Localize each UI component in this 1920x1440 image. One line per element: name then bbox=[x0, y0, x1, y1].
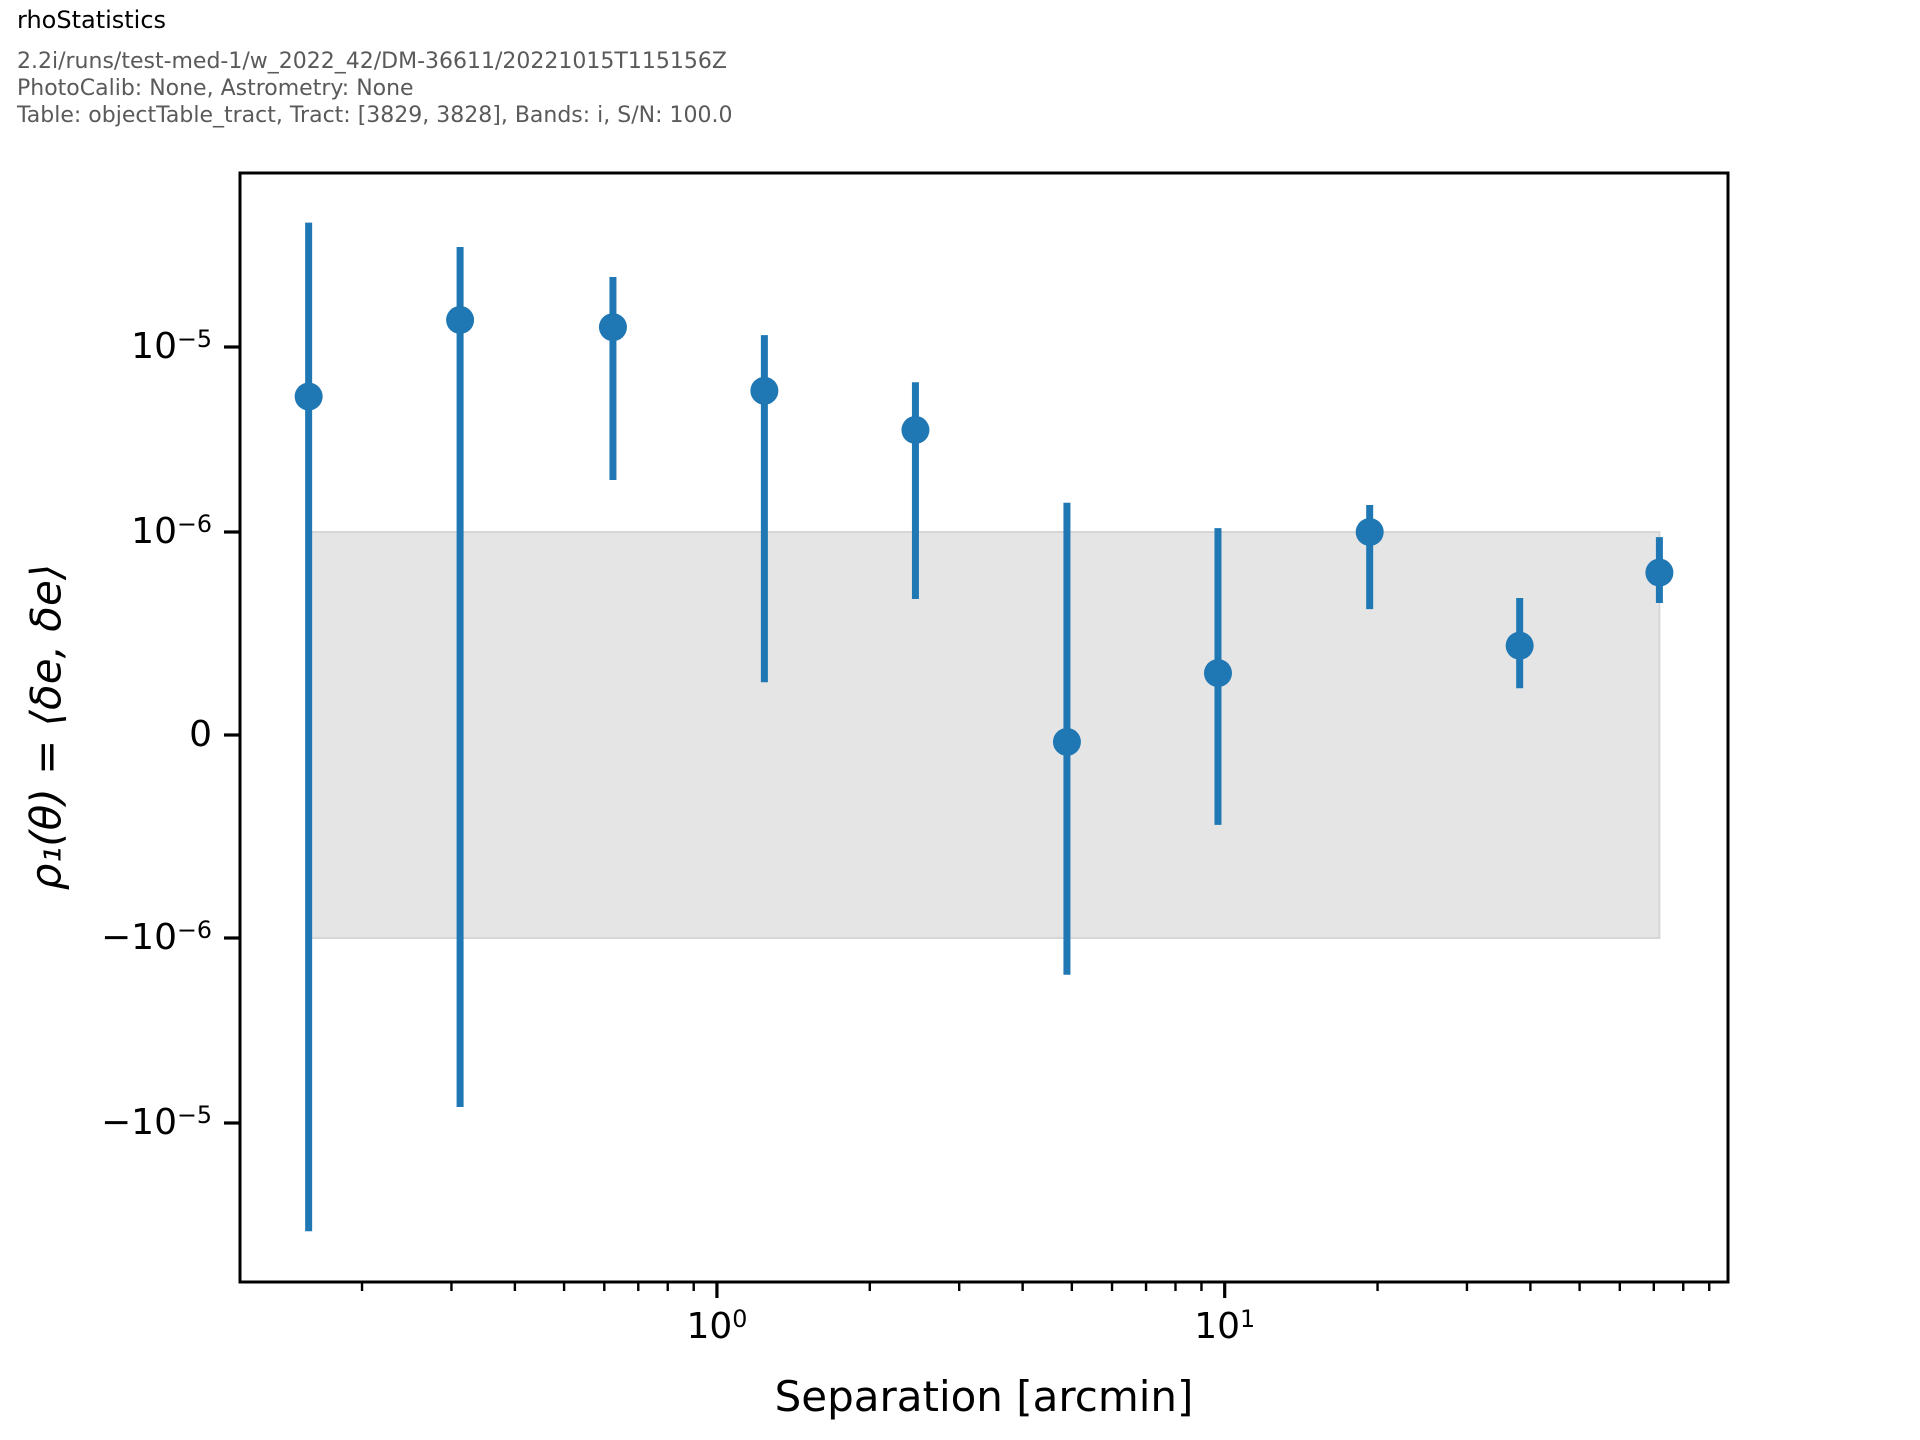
y-tick-label: 0 bbox=[189, 714, 212, 755]
data-point-marker bbox=[1505, 631, 1534, 660]
y-tick-label: −10−6 bbox=[101, 916, 212, 958]
x-tick-label: 100 bbox=[686, 1305, 748, 1347]
x-tick-label: 101 bbox=[1194, 1305, 1256, 1347]
y-tick-label: 10−6 bbox=[131, 510, 212, 552]
confidence-band-layer bbox=[307, 531, 1661, 939]
data-point-marker bbox=[1355, 518, 1384, 546]
x-axis-label: Separation [arcmin] bbox=[774, 1372, 1194, 1421]
y-tick-label: 10−5 bbox=[131, 325, 212, 367]
y-axis-label: ρ₁(θ) = ⟨δe, δe⟩ bbox=[21, 563, 71, 891]
figure-title: rhoStatistics bbox=[17, 6, 167, 34]
y-tick-label: −10−5 bbox=[101, 1101, 212, 1143]
plot-frame bbox=[238, 171, 1730, 1284]
figure-subtitle-block: 2.2i/runs/test-med-1/w_2022_42/DM-36611/… bbox=[17, 48, 732, 129]
data-point-marker bbox=[1052, 727, 1081, 756]
errorbar-series-layer bbox=[294, 222, 1674, 1232]
data-point-marker bbox=[1203, 659, 1232, 688]
axes-ticks-layer bbox=[224, 345, 1711, 1298]
subtitle-calib-line: PhotoCalib: None, Astrometry: None bbox=[17, 76, 414, 101]
data-point-marker bbox=[598, 313, 627, 342]
data-point-marker bbox=[901, 415, 930, 444]
data-point-marker bbox=[446, 305, 475, 334]
confidence-band bbox=[307, 531, 1661, 939]
axes-frame-layer bbox=[238, 171, 1730, 1284]
data-point-marker bbox=[750, 376, 779, 405]
subtitle-table-line: Table: objectTable_tract, Tract: [3829, … bbox=[17, 103, 733, 128]
subtitle-run-line: 2.2i/runs/test-med-1/w_2022_42/DM-36611/… bbox=[17, 49, 727, 74]
data-point-marker bbox=[1645, 558, 1674, 587]
data-point-marker bbox=[294, 382, 323, 411]
